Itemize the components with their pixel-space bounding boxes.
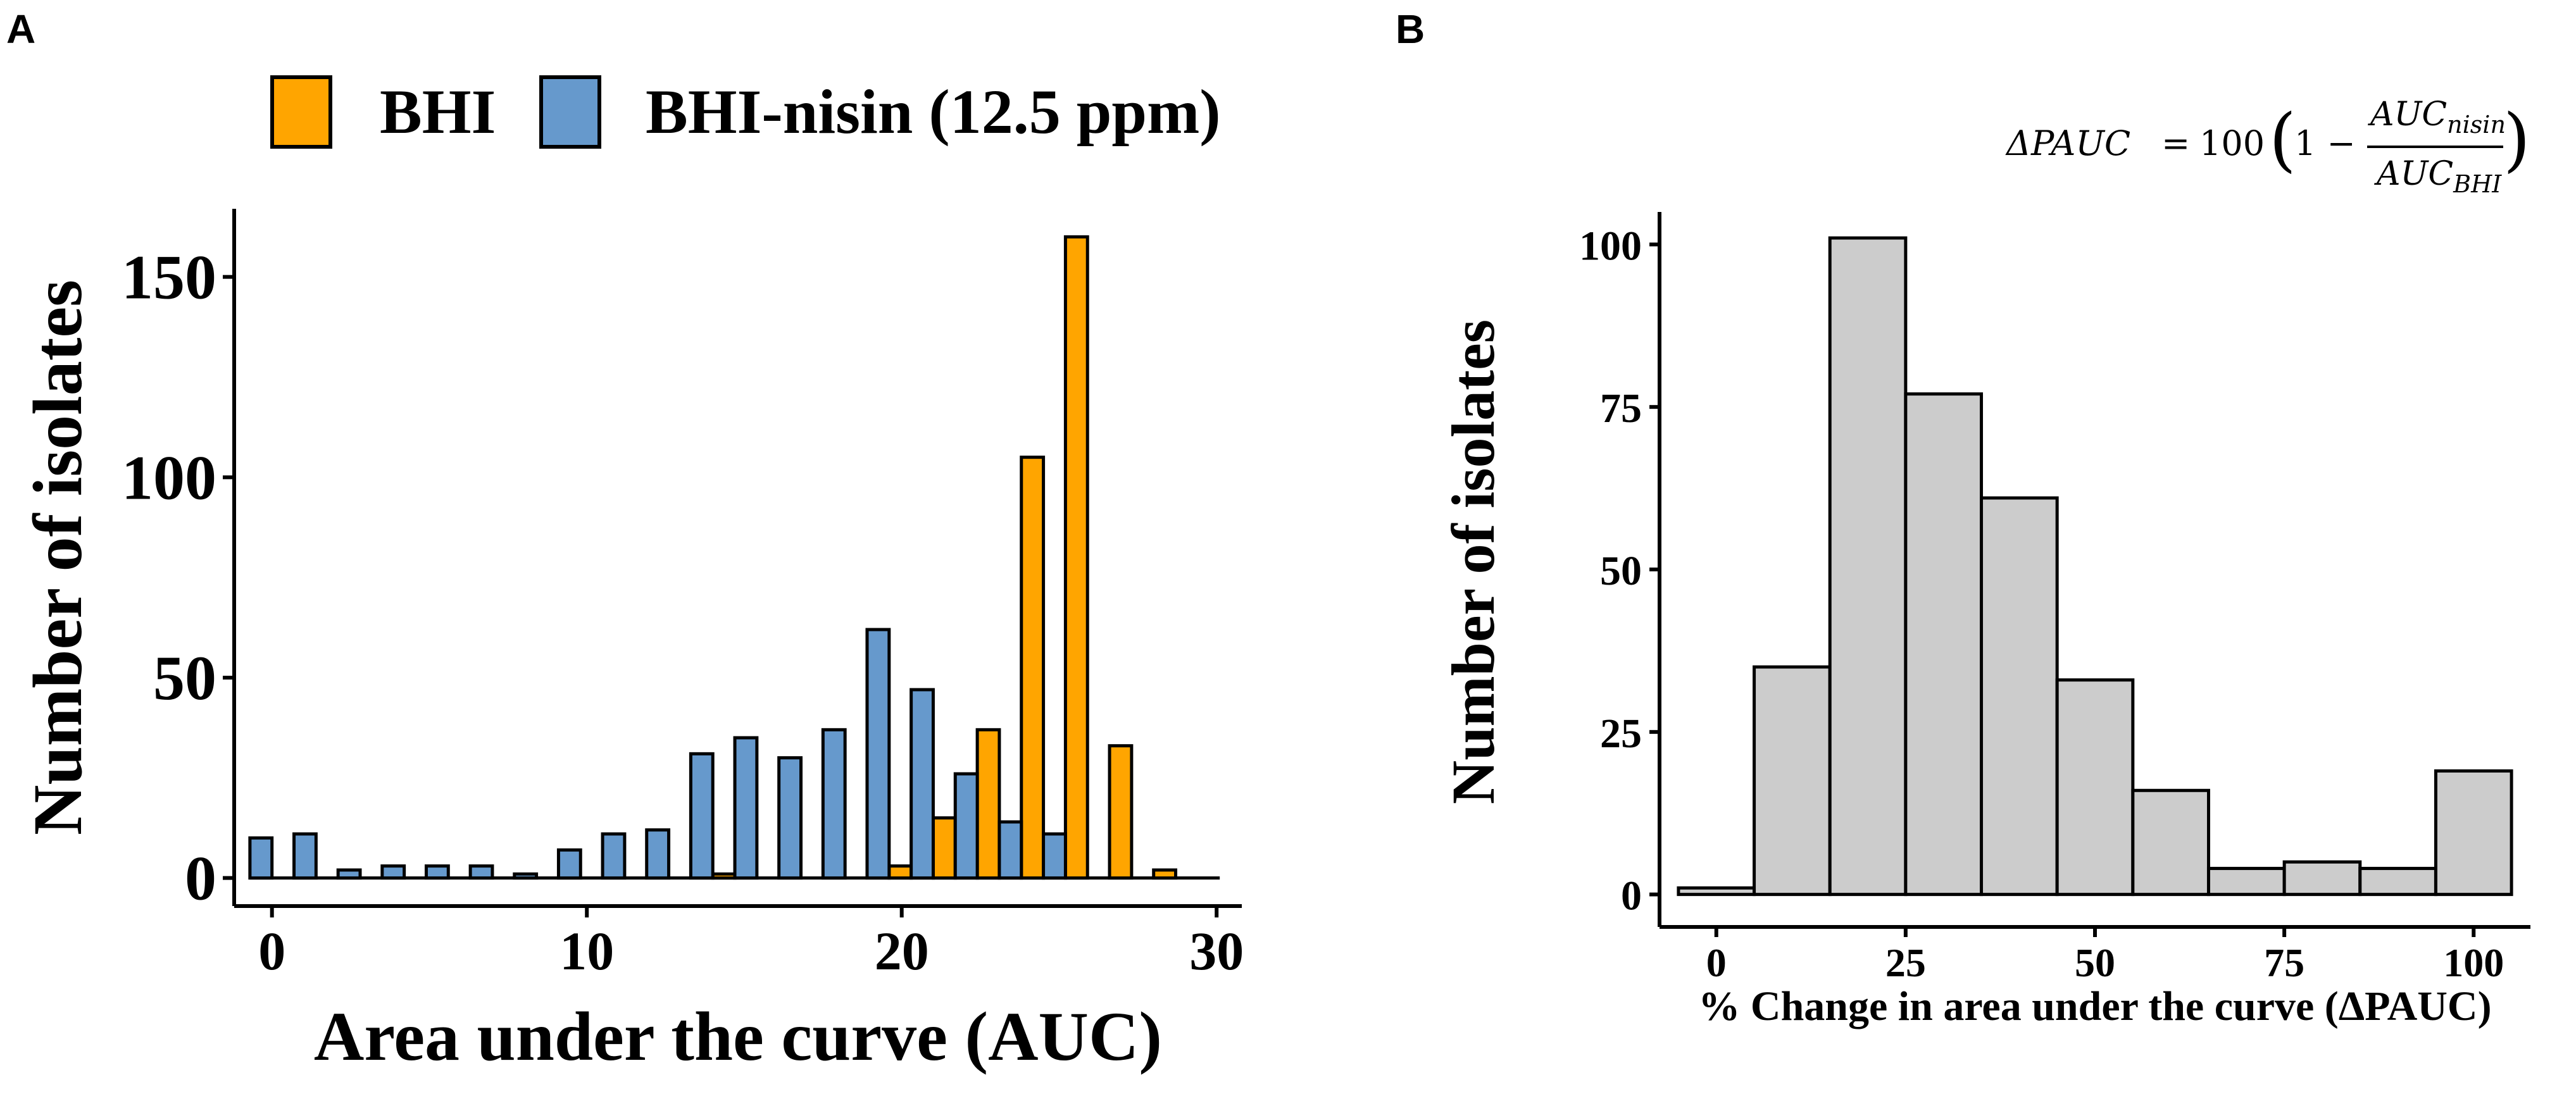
formula-denominator: AUCBHI (2374, 155, 2502, 198)
panel-a-ticks: 0 10 20 30 0 50 100 150 (122, 242, 1244, 981)
panel-a-bar-bhi-nisin (601, 832, 627, 880)
legend-label-bhi: BHI (380, 77, 496, 147)
panel-b-label: B (1396, 6, 1425, 52)
formula-factor: 100 (2199, 123, 2265, 163)
panel-b-histogram-bar (2055, 678, 2135, 897)
panel-a-bar-bhi-nisin (1042, 832, 1067, 880)
panel-b-y-tick-label: 0 (1621, 873, 1642, 919)
panel-b-histogram-bar (1904, 392, 1984, 897)
panel-b-histogram-bar (2358, 867, 2437, 897)
panel-a-bar-bhi (887, 864, 913, 880)
legend: BHI BHI-nisin (12.5 ppm) (270, 75, 1221, 149)
panel-a-bar-bhi (711, 872, 737, 880)
panel-a-bar-bhi (931, 816, 957, 880)
panel-b-histogram-bar (1677, 886, 1756, 897)
formula-lhs: ΔPAUC (2005, 123, 2130, 163)
panel-a-bar-bhi-nisin (733, 736, 759, 880)
panel-a-y-axis-title: Number of isolates (19, 280, 96, 835)
panel-a-x-tick-label: 20 (875, 921, 929, 981)
panel-a-bar-bhi-nisin (777, 756, 803, 880)
panel-b-y-tick-label: 25 (1600, 711, 1642, 757)
panel-b-histogram-bar (2206, 867, 2286, 897)
formula-close-paren: ) (2503, 99, 2530, 180)
panel-b-y-tick-label: 75 (1600, 385, 1642, 432)
panel-a-bar-bhi-nisin (689, 752, 715, 880)
panel-a-bar-bhi (1152, 868, 1178, 880)
panel-b-ticks: 0 25 50 75 100 0 25 50 75 100 (1579, 223, 2504, 985)
panel-b-histogram-bar (1753, 665, 1832, 897)
panel-a-bar-bhi-nisin (821, 728, 847, 880)
delta-pauc-formula: ΔPAUC = 100 ( 1 − AUCnisin AUCBHI ) (2005, 96, 2530, 198)
panel-a-bar-bhi (1063, 235, 1089, 880)
panel-b-histogram-bar (1828, 236, 1908, 897)
panel-a-bar-bhi-nisin (468, 864, 494, 880)
panel-a-bar-bhi-nisin (953, 772, 979, 880)
panel-b-histogram-bar (2434, 769, 2513, 897)
panel-b-x-tick-label: 50 (2075, 940, 2115, 985)
panel-b-x-tick-label: 75 (2264, 940, 2304, 985)
panel-a-bar-bhi-nisin (513, 872, 539, 880)
panel-a-y-tick-label: 100 (122, 442, 216, 513)
formula-equals: = (2161, 123, 2190, 163)
legend-swatch-bhi (270, 75, 332, 149)
panel-a-bar-bhi-nisin (556, 848, 582, 880)
panel-b-x-axis-title: % Change in area under the curve (ΔPAUC) (1698, 983, 2491, 1029)
legend-swatch-bhi-nisin (539, 75, 601, 149)
panel-a-y-tick-label: 50 (153, 643, 216, 713)
panel-a-bar-bhi-nisin (292, 832, 318, 880)
panel-b-x-tick-label: 100 (2443, 940, 2504, 985)
panel-a-bar-bhi-nisin (910, 688, 935, 880)
panel-a-y-tick-label: 150 (122, 242, 216, 313)
panel-b-bars (1677, 236, 2513, 897)
panel-a-y-tick-label: 0 (185, 843, 216, 914)
panel-a-label: A (6, 6, 35, 52)
panel-a-bar-bhi-nisin (865, 628, 891, 880)
panel-b-chart: 0 25 50 75 100 0 25 50 75 100 % Change in area un… (1439, 212, 2530, 1029)
panel-a-chart: 0 10 20 30 0 50 100 150 Area under the curve (A… (19, 209, 1244, 1075)
panel-a-x-tick-label: 0 (258, 921, 285, 981)
panel-b-x-tick-label: 0 (1706, 940, 1727, 985)
panel-a-x-tick-label: 30 (1189, 921, 1244, 981)
panel-a-x-axis-title: Area under the curve (AUC) (314, 998, 1162, 1075)
panel-b-y-tick-label: 100 (1579, 223, 1642, 269)
formula-open-paren: ( (2269, 99, 2296, 180)
formula-numerator: AUCnisin (2368, 96, 2506, 139)
panel-a-bar-bhi (1108, 744, 1134, 880)
formula-one-minus: 1 − (2294, 123, 2356, 163)
panel-a-bars (248, 235, 1220, 880)
panel-b-y-tick-label: 50 (1600, 548, 1642, 594)
panel-b-histogram-bar (2282, 860, 2362, 897)
panel-a-bar-bhi (1020, 456, 1046, 880)
panel-a-bar-bhi-nisin (424, 864, 450, 880)
panel-b-x-tick-label: 25 (1885, 940, 1926, 985)
panel-b-y-axis-title: Number of isolates (1439, 320, 1507, 804)
panel-a-bar-bhi-nisin (336, 868, 362, 880)
panel-a-bar-bhi (975, 728, 1001, 880)
panel-b-histogram-bar (2131, 788, 2210, 897)
panel-a-x-tick-label: 10 (560, 921, 614, 981)
panel-a-bar-bhi-nisin (248, 836, 274, 880)
legend-label-bhi-nisin: BHI-nisin (12.5 ppm) (646, 77, 1221, 147)
panel-a-bar-bhi-nisin (997, 820, 1023, 880)
panel-a-bar-bhi-nisin (380, 864, 406, 880)
panel-a-bar-bhi-nisin (645, 828, 671, 880)
panel-b-histogram-bar (1980, 496, 2059, 897)
